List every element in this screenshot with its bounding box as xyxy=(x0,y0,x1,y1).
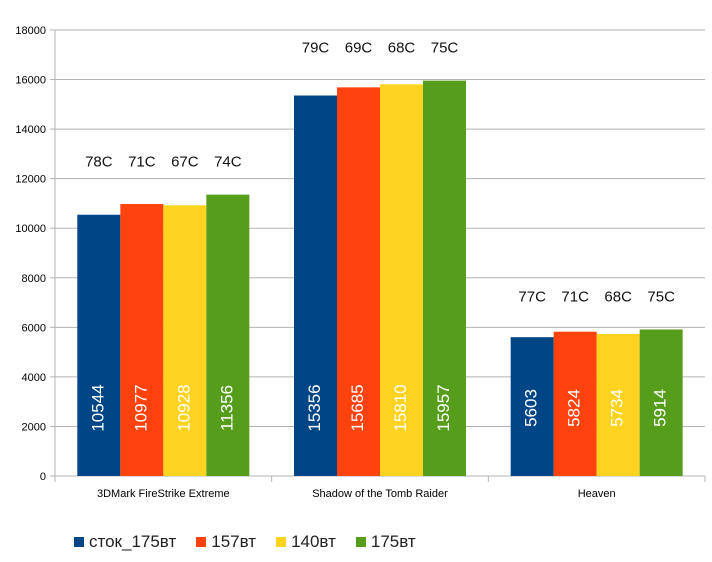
y-tick-label: 4000 xyxy=(22,372,46,384)
legend-item: сток_175вт xyxy=(74,532,176,552)
temperature-label: 68C xyxy=(604,288,632,305)
temperature-label: 71C xyxy=(128,154,156,171)
temperature-label: 67C xyxy=(171,154,199,171)
bar-value-label: 5824 xyxy=(565,389,584,427)
bar-value-label: 15685 xyxy=(348,384,367,431)
y-tick-label: 14000 xyxy=(15,124,46,136)
bar-value-label: 15957 xyxy=(434,384,453,431)
bar xyxy=(294,95,337,476)
y-tick-label: 6000 xyxy=(22,322,46,334)
bar-value-label: 10928 xyxy=(174,384,193,431)
temperature-label: 78C xyxy=(85,154,113,171)
bar xyxy=(206,194,250,477)
legend-item: 157вт xyxy=(196,532,256,552)
y-tick-label: 0 xyxy=(40,471,46,483)
legend-swatch xyxy=(355,537,366,547)
bar xyxy=(163,205,207,476)
category-label: Heaven xyxy=(578,488,616,500)
bar xyxy=(553,331,597,476)
bar xyxy=(639,329,683,476)
bar-value-label: 5603 xyxy=(522,389,541,427)
bar-value-label: 10544 xyxy=(88,384,107,431)
legend-label: 140вт xyxy=(291,532,336,551)
category-label: Shadow of the Tomb Raider xyxy=(312,488,448,500)
bar xyxy=(423,80,466,476)
bar xyxy=(120,204,164,476)
temperature-label: 75C xyxy=(431,40,459,57)
temperature-label: 75C xyxy=(647,288,675,305)
legend-swatch xyxy=(196,537,207,547)
temperature-label: 79C xyxy=(302,40,330,57)
bar xyxy=(77,214,121,477)
bar xyxy=(596,333,640,476)
bar-value-label: 15356 xyxy=(305,384,324,431)
y-tick-label: 18000 xyxy=(15,25,46,37)
temperature-label: 74C xyxy=(214,154,242,171)
legend-swatch xyxy=(276,537,287,547)
temperature-label: 69C xyxy=(345,40,373,57)
y-tick-label: 8000 xyxy=(22,273,46,285)
legend-swatch xyxy=(74,537,84,547)
bar xyxy=(510,337,554,476)
bar-value-label: 5734 xyxy=(608,389,627,427)
temperature-label: 71C xyxy=(561,288,589,305)
legend-label: 175вт xyxy=(370,532,416,551)
category-label: 3DMark FireStrike Extreme xyxy=(97,488,230,500)
temperature-label: 68C xyxy=(388,40,416,57)
y-tick-label: 10000 xyxy=(15,223,46,235)
bar-value-label: 11356 xyxy=(217,385,236,431)
y-tick-label: 12000 xyxy=(15,174,46,186)
legend: сток_175вт 157вт 140вт 175вт xyxy=(74,532,436,552)
y-tick-label: 2000 xyxy=(22,421,46,433)
bar-value-label: 5914 xyxy=(651,389,670,427)
legend-label: сток_175вт xyxy=(89,532,177,551)
temperature-label: 77C xyxy=(518,288,546,305)
legend-label: 157вт xyxy=(211,532,257,551)
chart-plot: 0 2000 4000 6000 8000 10000 12000 14000 16000 180… xyxy=(15,25,706,500)
legend-item: 140вт xyxy=(276,532,336,552)
bar xyxy=(380,84,423,476)
bar-value-label: 15810 xyxy=(391,384,410,431)
y-tick-label: 16000 xyxy=(15,75,46,87)
legend-item: 175вт xyxy=(355,532,416,552)
bar xyxy=(337,87,380,476)
bar-value-label: 10977 xyxy=(131,384,150,431)
